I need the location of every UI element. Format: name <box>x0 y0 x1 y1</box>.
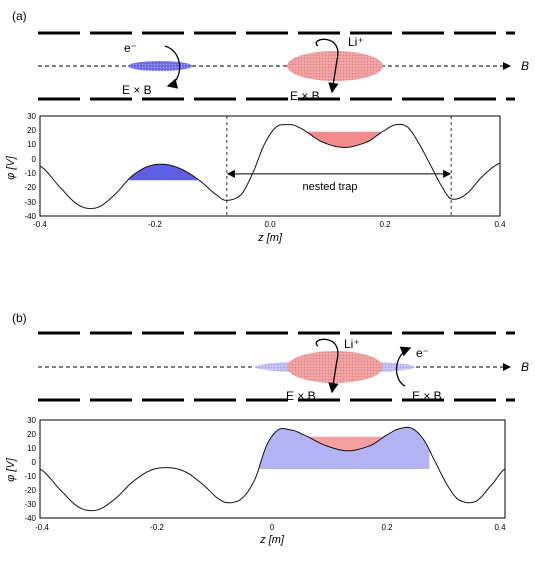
electron-drift-label: E × B <box>122 83 152 97</box>
x-tick-labels: -0.4 -0.2 0.0 0.2 0.4 <box>33 220 506 229</box>
y-tick: -20 <box>24 486 36 495</box>
nested-trap-label: nested trap <box>302 181 357 193</box>
y-tick: 0 <box>32 155 37 164</box>
x-tick: -0.2 <box>148 220 162 229</box>
x-tick: 0.0 <box>264 220 276 229</box>
y-tick: 20 <box>27 430 36 439</box>
x-tick: 0 <box>270 523 275 532</box>
y-tick-labels: 30 20 10 0 -10 -20 -30 -40 <box>24 416 36 523</box>
b-field-label: B <box>521 59 529 73</box>
schematic-b: B Li⁺ E × B e⁻ E × B <box>38 333 529 403</box>
y-tick: -30 <box>24 500 36 509</box>
panel-b: (b) B Li⁺ E × B e⁻ E × B φ [V] z [m] 30 … <box>5 311 529 546</box>
y-tick: 0 <box>32 458 37 467</box>
ion-drift-label: E × B <box>286 389 316 403</box>
y-tick-labels: 30 20 10 0 -10 -20 -30 -40 <box>24 112 36 221</box>
potential-plot-b: φ [V] z [m] 30 20 10 0 -10 -20 -30 -40 -… <box>5 416 506 546</box>
y-axis-label: φ [V] <box>5 155 17 180</box>
plot-marks-a <box>40 116 500 216</box>
x-tick: -0.2 <box>150 523 164 532</box>
electron-label: e⁻ <box>124 41 137 55</box>
b-field-label: B <box>521 360 529 374</box>
x-axis-label: z [m] <box>259 534 285 546</box>
y-tick: 30 <box>27 416 36 425</box>
electron-drift-label: E × B <box>412 389 442 403</box>
y-axis-label: φ [V] <box>5 457 17 482</box>
ion-drift-label: E × B <box>290 89 320 103</box>
ion-label: Li⁺ <box>348 35 364 49</box>
y-tick: 10 <box>27 140 36 149</box>
schematic-a: B e⁻ E × B Li⁺ E × B <box>38 33 529 103</box>
electron-label: e⁻ <box>416 346 429 360</box>
y-tick: 10 <box>27 444 36 453</box>
potential-curve <box>40 124 500 208</box>
x-tick: 0.4 <box>494 220 506 229</box>
y-tick: 20 <box>27 126 36 135</box>
panel-label-a: (a) <box>12 9 27 23</box>
panel-a: (a) B e⁻ E × B Li⁺ E × B φ [V] z [m] 30 … <box>5 9 529 244</box>
y-tick: 30 <box>27 112 36 121</box>
x-tick: 0.2 <box>381 523 393 532</box>
y-tick: -20 <box>24 183 36 192</box>
ion-label: Li⁺ <box>344 337 360 351</box>
y-tick: -10 <box>24 472 36 481</box>
x-tick: 0.2 <box>379 220 391 229</box>
y-tick: -40 <box>24 514 36 523</box>
panel-label-b: (b) <box>12 311 27 325</box>
ion-cloud <box>287 351 383 383</box>
y-tick: -10 <box>24 169 36 178</box>
x-tick-labels: -0.4 -0.2 0 0.2 0.4 <box>35 523 506 532</box>
electron-cloud <box>128 61 192 71</box>
potential-plot-a: φ [V] z [m] 30 20 10 0 -10 -20 -30 -40 -… <box>5 112 506 244</box>
x-tick: 0.4 <box>494 523 506 532</box>
plot-marks-b <box>40 427 505 510</box>
x-tick: -0.4 <box>35 523 49 532</box>
y-tick: -30 <box>24 198 36 207</box>
x-axis-label: z [m] <box>257 232 283 244</box>
x-tick: -0.4 <box>33 220 47 229</box>
charge-fill-region <box>287 132 399 148</box>
